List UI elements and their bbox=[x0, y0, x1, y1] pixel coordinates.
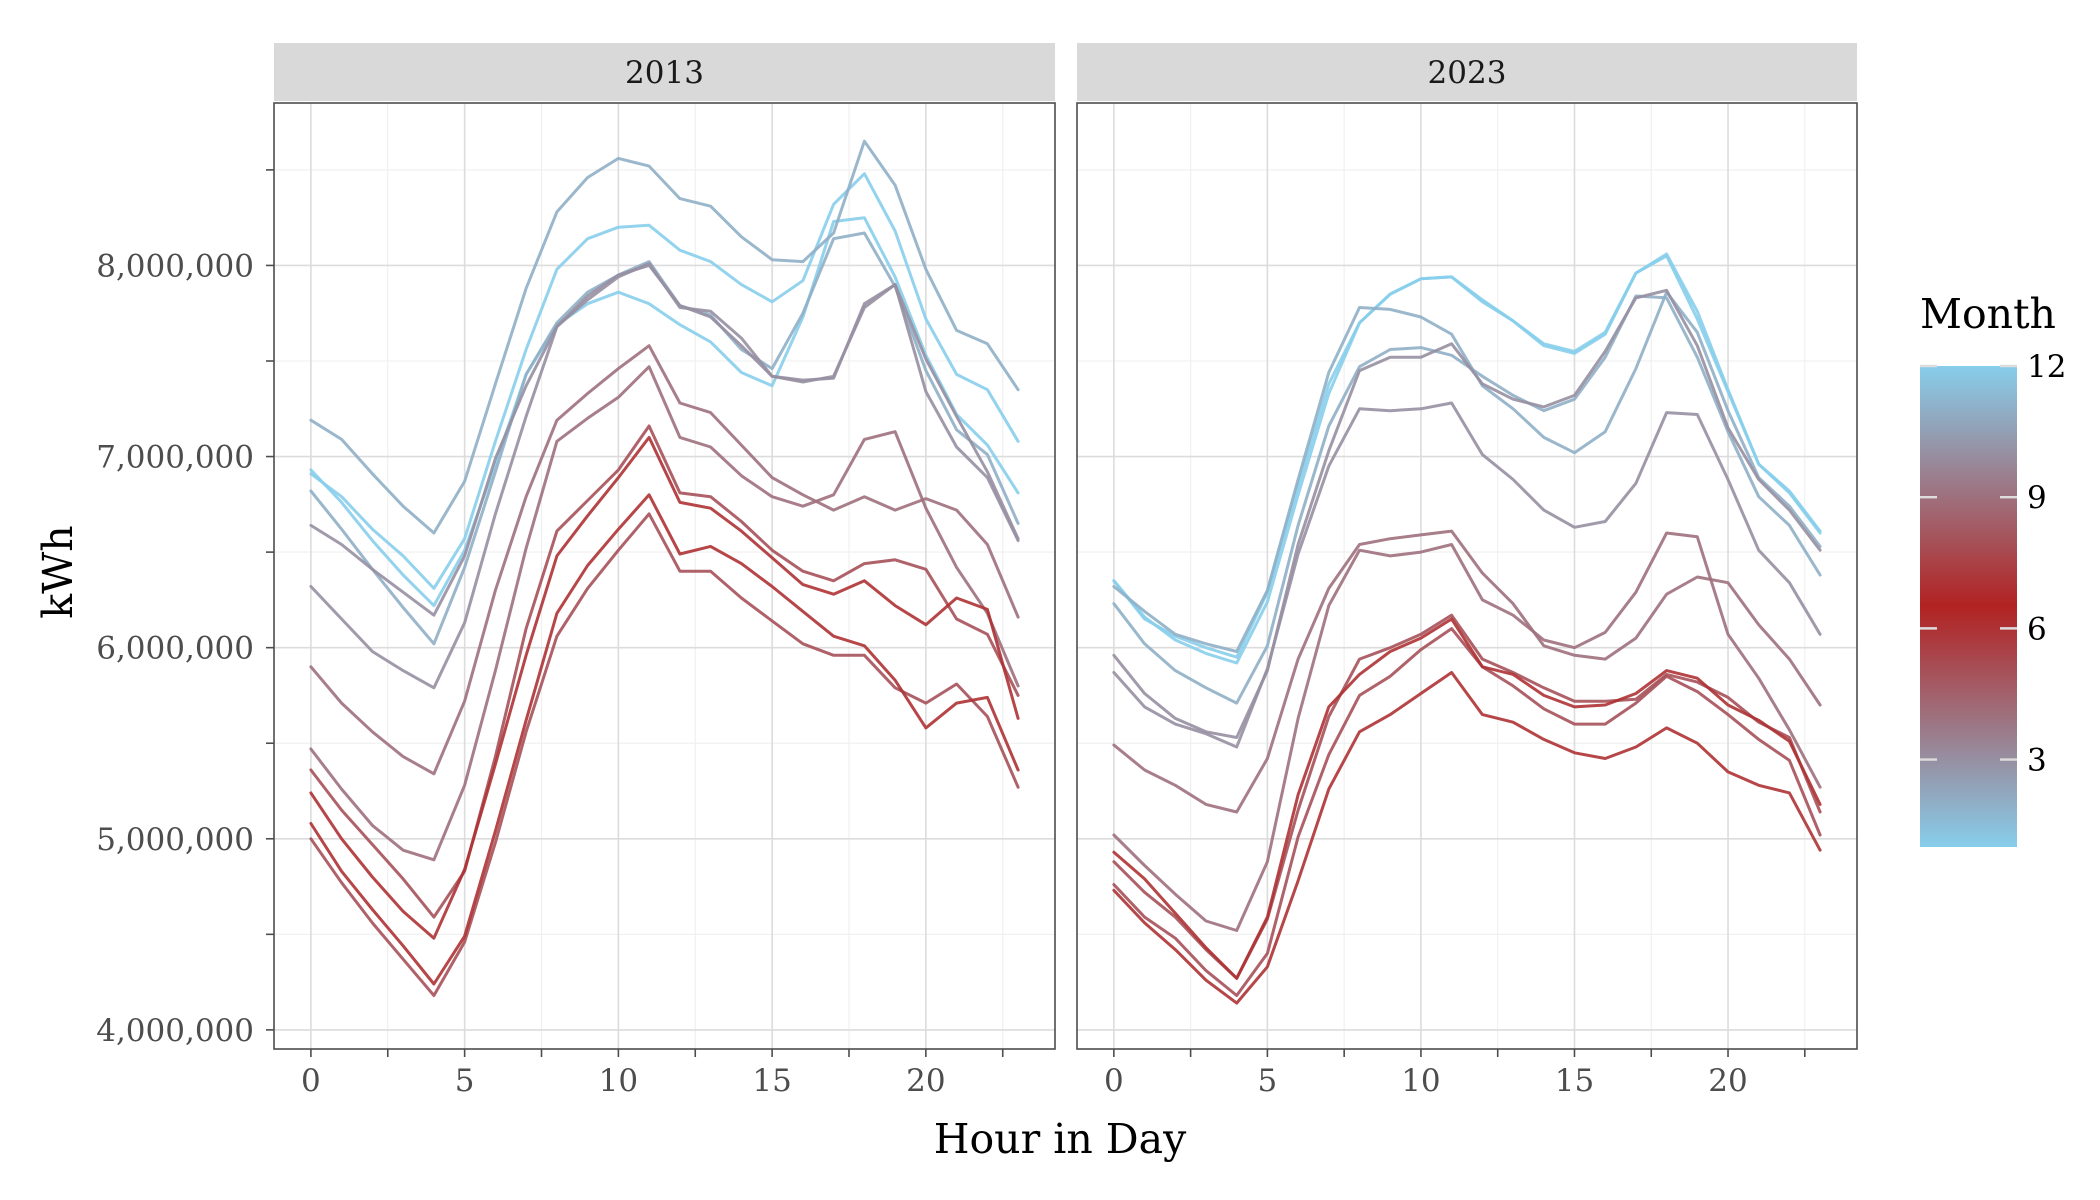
y-tick-label: 6,000,000 bbox=[96, 631, 254, 667]
facet-panel-2023: 2023 0 5 10 15 20 bbox=[1076, 43, 1858, 1099]
x-axis-title: Hour in Day bbox=[934, 1115, 1187, 1163]
facet-strip-label: 2023 bbox=[1428, 55, 1507, 91]
facet-strip bbox=[1077, 43, 1857, 101]
series-line-month-11 bbox=[1112, 290, 1822, 653]
x-tick-label: 20 bbox=[906, 1063, 945, 1099]
x-tick-label: 0 bbox=[301, 1063, 321, 1099]
y-axis-title: kWh bbox=[34, 525, 82, 618]
series-line-month-12 bbox=[309, 172, 1020, 590]
series-line-month-8 bbox=[1112, 627, 1822, 997]
legend-ticks: 3 6 9 12 bbox=[1920, 349, 2066, 779]
y-tick-label: 4,000,000 bbox=[96, 1013, 254, 1049]
y-tick-label: 5,000,000 bbox=[96, 822, 254, 858]
series-line-month-12 bbox=[1112, 254, 1822, 659]
series-line-month-1 bbox=[1112, 252, 1822, 665]
series-line-month-7 bbox=[1112, 671, 1822, 1005]
y-tick-label: 7,000,000 bbox=[96, 440, 254, 476]
series-line-month-4 bbox=[1112, 531, 1822, 932]
series-line-month-11 bbox=[309, 139, 1020, 535]
panel-border bbox=[273, 102, 1056, 1050]
y-axis: 4,000,000 5,000,000 6,000,000 7,000,000 8,00… bbox=[96, 169, 274, 1049]
series-line-month-9 bbox=[1112, 529, 1822, 814]
x-tick-label: 5 bbox=[1258, 1063, 1278, 1099]
x-tick-label: 10 bbox=[599, 1063, 638, 1099]
series-line-month-5 bbox=[309, 424, 1020, 919]
series-line-month-6 bbox=[309, 435, 1020, 940]
color-legend: Month 3 6 9 12 bbox=[1920, 290, 2066, 847]
legend-label: 12 bbox=[2027, 349, 2066, 385]
y-tick-label: 8,000,000 bbox=[96, 248, 254, 284]
facet-strip-label: 2013 bbox=[625, 55, 704, 91]
x-tick-label: 5 bbox=[455, 1063, 475, 1099]
legend-label: 3 bbox=[2027, 743, 2047, 779]
x-tick-label: 0 bbox=[1104, 1063, 1124, 1099]
x-tick-label: 20 bbox=[1708, 1063, 1747, 1099]
series-line-month-2 bbox=[309, 231, 1020, 646]
legend-colorbar bbox=[1920, 366, 2017, 847]
series-line-month-4 bbox=[309, 365, 1020, 862]
series-line-month-6 bbox=[1112, 617, 1822, 980]
series-line-month-3 bbox=[1112, 288, 1822, 739]
panel-border bbox=[1076, 102, 1858, 1050]
x-tick-label: 15 bbox=[1555, 1063, 1594, 1099]
series-line-month-7 bbox=[309, 493, 1020, 986]
facet-strip bbox=[274, 43, 1055, 101]
facet-panel-2013: 2013 0 5 10 15 20 bbox=[273, 43, 1056, 1099]
x-tick-label: 10 bbox=[1401, 1063, 1440, 1099]
legend-title: Month bbox=[1920, 290, 2056, 338]
x-tick-label: 15 bbox=[752, 1063, 791, 1099]
facet-panels: 2013 0 5 10 15 20 2023 0 5 10 15 20 bbox=[273, 43, 1858, 1099]
series-line-month-10 bbox=[309, 262, 1020, 617]
series-line-month-9 bbox=[309, 344, 1020, 776]
legend-label: 6 bbox=[2027, 611, 2047, 647]
legend-label: 9 bbox=[2027, 480, 2047, 516]
series-line-month-10 bbox=[1112, 401, 1822, 749]
series-line-month-1 bbox=[309, 216, 1020, 608]
